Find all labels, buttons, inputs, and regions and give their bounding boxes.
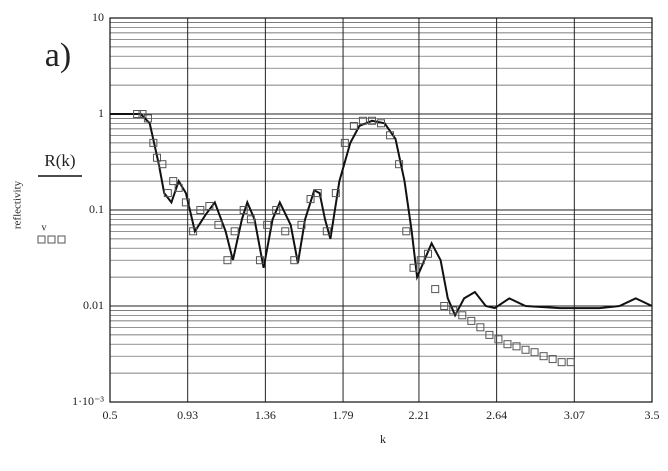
y-tick-label: 0.1: [89, 202, 104, 216]
data-point: [297, 220, 306, 229]
data-point: [349, 121, 358, 130]
data-point: [539, 352, 548, 361]
data-point: [169, 177, 178, 186]
data-point: [149, 138, 158, 147]
data-point: [138, 110, 147, 118]
y-tick-label: 0.01: [83, 298, 104, 312]
data-point: [467, 316, 476, 325]
data-point: [174, 183, 183, 192]
data-point: [158, 160, 167, 169]
data-line: [110, 113, 653, 318]
x-tick-label: 3.07: [564, 408, 585, 422]
data-point: [566, 358, 575, 367]
legend-label: v: [42, 222, 47, 233]
data-point: [205, 202, 214, 211]
data-point: [557, 358, 566, 367]
data-point: [440, 302, 449, 310]
plot-frame: [109, 17, 653, 403]
y-tick-label: 1: [98, 106, 104, 120]
data-point: [530, 348, 539, 357]
x-tick-label: 1.79: [333, 408, 354, 422]
legend-marker: [37, 235, 46, 244]
x-tick-label: 1.36: [255, 408, 276, 422]
x-tick-label: 2.21: [408, 408, 429, 422]
data-point: [503, 340, 512, 349]
data-point: [409, 263, 418, 272]
data-point: [521, 345, 530, 354]
data-point: [416, 256, 425, 265]
data-point: [402, 227, 411, 236]
data-point: [281, 227, 290, 236]
data-point: [476, 323, 485, 332]
data-point: [386, 131, 395, 140]
legend-marker: [47, 235, 56, 244]
data-point: [152, 153, 161, 162]
y-tick-label: 1·10⁻³: [72, 394, 104, 408]
data-point: [494, 335, 503, 344]
data-point: [322, 227, 331, 236]
data-point: [512, 342, 521, 351]
data-point: [306, 195, 315, 204]
x-tick-label: 3.5: [645, 408, 660, 422]
data-point: [239, 206, 248, 214]
data-point: [395, 160, 404, 169]
x-tick-label: 0.5: [103, 408, 118, 422]
data-point: [358, 116, 367, 125]
data-point: [133, 110, 142, 118]
data-point: [423, 249, 432, 258]
x-tick-label: 2.64: [486, 408, 507, 422]
data-point: [189, 227, 198, 236]
data-point: [290, 256, 299, 265]
x-axis-label: k: [380, 432, 386, 446]
x-tick-label: 0.93: [177, 408, 198, 422]
data-point: [196, 206, 205, 214]
data-point: [458, 311, 467, 320]
y-axis-label: reflectivity: [12, 180, 24, 229]
data-point: [255, 256, 264, 265]
data-point: [485, 330, 494, 339]
data-point: [230, 227, 239, 236]
data-point: [377, 119, 385, 128]
data-point: [263, 220, 272, 229]
data-point: [313, 189, 322, 198]
data-point: [246, 215, 255, 224]
data-point: [214, 220, 223, 229]
data-point: [331, 189, 340, 198]
data-point: [163, 189, 172, 198]
y-tick-label: 10: [92, 10, 104, 24]
legend-marker: [57, 235, 66, 244]
data-point: [367, 116, 376, 125]
legend-label: R(k): [44, 151, 75, 170]
panel-label: a): [45, 37, 71, 74]
data-point: [143, 114, 152, 123]
data-point: [272, 206, 281, 214]
data-point: [181, 198, 190, 207]
data-point: [431, 285, 440, 294]
data-point: [548, 355, 557, 364]
data-point: [449, 306, 458, 315]
data-point: [223, 256, 232, 265]
data-point: [340, 138, 349, 147]
